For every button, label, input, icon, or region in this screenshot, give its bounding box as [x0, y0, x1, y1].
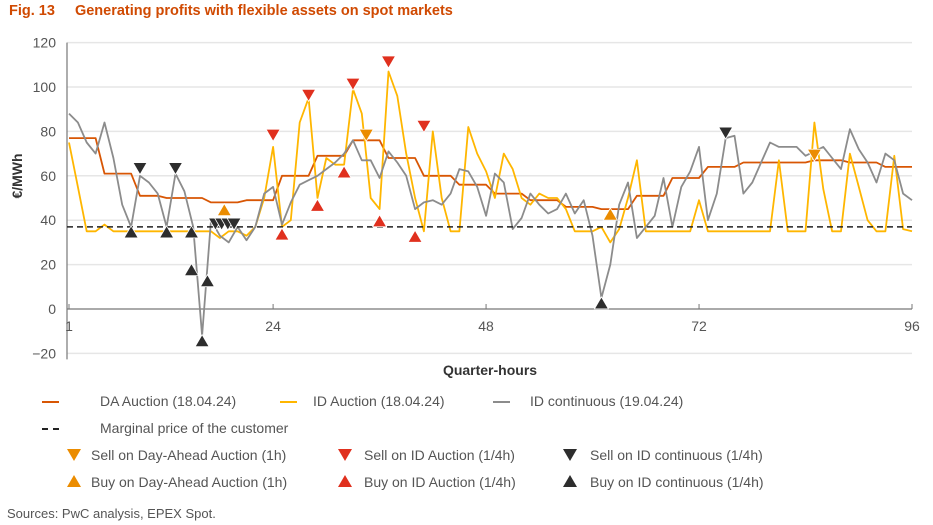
buy-marker-5 [158, 225, 175, 239]
series-line-1 [68, 70, 913, 244]
sell-marker-0 [806, 148, 823, 163]
buy-marker-5 [593, 296, 610, 310]
y-axis-label: €/MWh [9, 153, 25, 198]
sell-marker-4 [167, 162, 184, 176]
legend-swatch-id-continuous [493, 401, 510, 403]
legend-buy-id-icon [338, 475, 352, 487]
legend-swatch-id-auction [280, 401, 297, 403]
y-tick-labels: −20 0 20 40 60 80 100 120 [32, 35, 56, 362]
buy-marker-1 [602, 207, 618, 221]
legend-swatch-marginal-price [42, 428, 59, 430]
x-tick-label: 72 [691, 318, 707, 334]
buy-marker-5 [183, 262, 200, 276]
legend-label-id-auction: ID Auction (18.04.24) [313, 393, 445, 409]
buy-marker-5 [123, 225, 139, 239]
sell-marker-4 [132, 162, 148, 176]
buy-marker-3 [371, 213, 388, 228]
y-tick-label: −20 [32, 345, 56, 361]
figure-number: Fig. 13 [9, 3, 55, 19]
figure-title-text: Generating profits with flexible assets … [74, 3, 453, 19]
sell-marker-2 [380, 55, 397, 69]
legend-label-buy-id: Buy on ID Auction (1/4h) [364, 474, 516, 490]
series-line-2 [68, 112, 913, 337]
sell-marker-2 [300, 88, 317, 103]
legend-label-buy-da: Buy on Day-Ahead Auction (1h) [91, 474, 288, 490]
legend-label-marginal-price: Marginal price of the customer [100, 420, 289, 436]
legend-buy-da-icon [67, 475, 81, 487]
legend-sell-da-icon [67, 449, 81, 461]
buy-marker-5 [194, 333, 210, 348]
x-tick-label: 1 [65, 318, 73, 334]
legend-label-sell-continuous: Sell on ID continuous (1/4h) [590, 447, 763, 463]
legend-swatch-da-auction [42, 401, 59, 403]
legend-label-da-auction: DA Auction (18.04.24) [100, 393, 237, 409]
legend-label-sell-da: Sell on Day-Ahead Auction (1h) [91, 447, 287, 463]
y-tick-label: 100 [33, 79, 57, 95]
buy-marker-3 [274, 227, 290, 241]
figure-title: Fig. 13 Generating profits with flexible … [9, 3, 453, 19]
legend-label-id-continuous: ID continuous (19.04.24) [530, 393, 684, 409]
buy-marker-5 [183, 225, 200, 239]
y-tick-label: 40 [40, 212, 56, 228]
sell-marker-4 [226, 217, 242, 231]
sell-marker-2 [416, 120, 432, 134]
buy-marker-5 [199, 273, 216, 288]
sell-marker-0 [358, 128, 374, 143]
buy-marker-1 [216, 202, 232, 217]
legend-label-buy-continuous: Buy on ID continuous (1/4h) [590, 474, 764, 490]
legend-sell-id-icon [338, 449, 352, 461]
x-tick-label: 24 [265, 318, 281, 334]
sources-note: Sources: PwC analysis, EPEX Spot. [7, 506, 216, 521]
x-tick-labels: 1 24 48 72 96 [65, 318, 920, 334]
y-tick-label: 80 [40, 123, 56, 139]
x-tick-label: 96 [904, 318, 920, 334]
series-lines [67, 70, 913, 337]
y-tick-label: 20 [40, 257, 56, 273]
chart: −20 0 20 40 60 80 100 120 1 24 48 72 96 Quarter-hou… [9, 35, 920, 378]
legend-buy-continuous-icon [563, 475, 577, 487]
trade-markers [123, 55, 823, 348]
y-tick-label: 120 [33, 35, 57, 51]
grid [66, 41, 913, 360]
x-tick-label: 48 [478, 318, 494, 334]
buy-marker-3 [336, 165, 352, 179]
y-tick-label: 0 [48, 301, 56, 317]
legend-label-sell-id: Sell on ID Auction (1/4h) [364, 447, 515, 463]
sell-marker-2 [265, 128, 281, 143]
y-tick-label: 60 [40, 168, 56, 184]
buy-marker-3 [407, 229, 423, 243]
sell-marker-4 [717, 126, 734, 140]
buy-marker-3 [309, 198, 326, 212]
series-line-0 [69, 137, 912, 211]
sell-marker-2 [345, 77, 361, 92]
x-axis-label: Quarter-hours [443, 362, 537, 378]
legend-sell-continuous-icon [563, 449, 577, 461]
